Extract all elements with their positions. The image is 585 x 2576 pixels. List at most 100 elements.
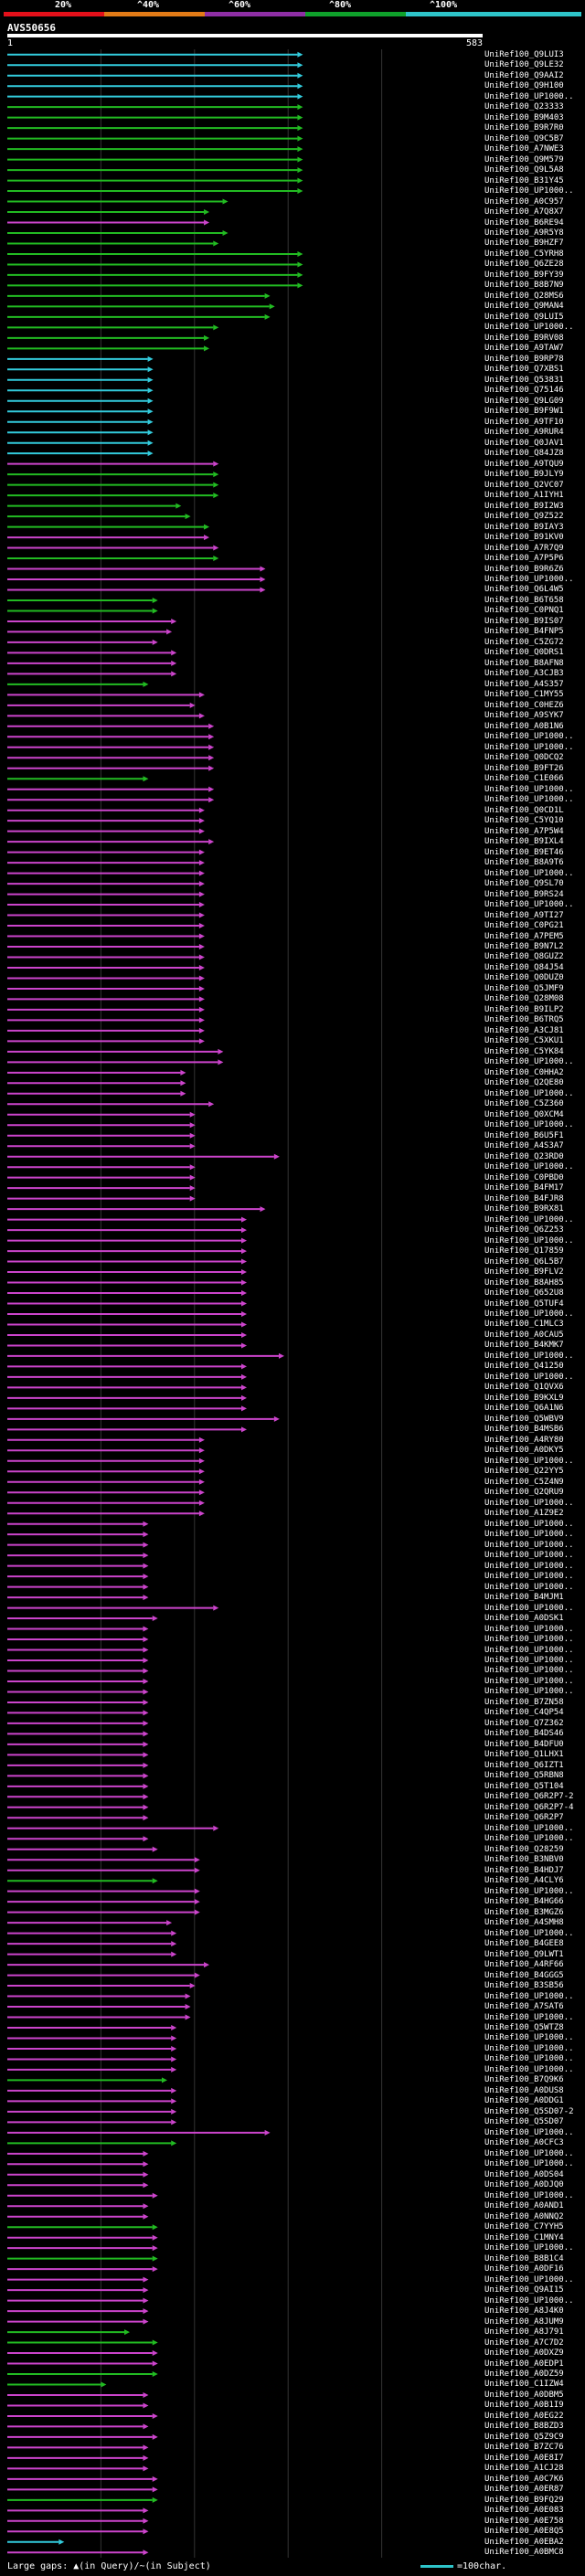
hit-row[interactable] — [7, 2454, 149, 2461]
hit-label[interactable]: UniRef100_Q23333 — [484, 102, 564, 112]
hit-label[interactable]: UniRef100_Q9LWT1 — [484, 1949, 564, 1959]
hit-label[interactable]: UniRef100_B9M403 — [484, 112, 564, 122]
hit-label[interactable]: UniRef100_A9SYK7 — [484, 711, 564, 721]
hit-row[interactable] — [7, 1394, 247, 1401]
hit-label[interactable]: UniRef100_A0EG22 — [484, 2411, 564, 2421]
hit-label[interactable]: UniRef100_B9HZF7 — [484, 239, 564, 249]
hit-label[interactable]: UniRef100_B9ET46 — [484, 847, 564, 857]
hit-label[interactable]: UniRef100_UP1000.. — [484, 1519, 574, 1529]
hit-row[interactable] — [7, 51, 303, 58]
hit-label[interactable]: UniRef100_B4GGG5 — [484, 1970, 564, 1980]
hit-row[interactable] — [7, 2308, 149, 2315]
hit-label[interactable]: UniRef100_Q0JAV1 — [484, 438, 564, 448]
hit-label[interactable]: UniRef100_Q2QRU9 — [484, 1488, 564, 1498]
hit-label[interactable]: UniRef100_A0E758 — [484, 2516, 564, 2526]
hit-row[interactable] — [7, 2129, 271, 2136]
hit-label[interactable]: UniRef100_UP1000.. — [484, 1624, 574, 1634]
hit-row[interactable] — [7, 1962, 210, 1968]
hit-row[interactable] — [7, 146, 303, 153]
hit-row[interactable] — [7, 2528, 149, 2535]
hit-row[interactable] — [7, 1595, 149, 1601]
hit-row[interactable] — [7, 860, 205, 866]
hit-row[interactable] — [7, 2433, 158, 2440]
hit-row[interactable] — [7, 1668, 149, 1674]
hit-row[interactable] — [7, 503, 182, 509]
hit-label[interactable]: UniRef100_A0C957 — [484, 196, 564, 207]
hit-label[interactable]: UniRef100_Q0XCM4 — [484, 1109, 564, 1119]
hit-row[interactable] — [7, 891, 205, 897]
hit-label[interactable]: UniRef100_B7ZN58 — [484, 1697, 564, 1707]
hit-label[interactable]: UniRef100_Q9L5A8 — [484, 165, 564, 175]
hit-label[interactable]: UniRef100_Q6R2P7 — [484, 1813, 564, 1823]
hit-row[interactable] — [7, 514, 191, 520]
hit-label[interactable]: UniRef100_UP1000.. — [484, 1603, 574, 1613]
hit-row[interactable] — [7, 1017, 205, 1023]
hit-row[interactable] — [7, 83, 303, 90]
hit-label[interactable]: UniRef100_A1CJ28 — [484, 2464, 564, 2474]
hit-label[interactable]: UniRef100_Q6Z253 — [484, 1225, 564, 1235]
hit-row[interactable] — [7, 1783, 149, 1789]
hit-label[interactable]: UniRef100_Q1QVX6 — [484, 1383, 564, 1393]
hit-label[interactable]: UniRef100_A0B1I9 — [484, 2401, 564, 2411]
hit-row[interactable] — [7, 797, 215, 803]
hit-label[interactable]: UniRef100_Q84JZ8 — [484, 449, 564, 459]
hit-label[interactable]: UniRef100_UP1000.. — [484, 1551, 574, 1561]
hit-label[interactable]: UniRef100_Q5T104 — [484, 1781, 564, 1791]
hit-label[interactable]: UniRef100_UP1000.. — [484, 2274, 574, 2284]
hit-label[interactable]: UniRef100_UP1000.. — [484, 1687, 574, 1697]
hit-label[interactable]: UniRef100_A7SAT6 — [484, 2002, 564, 2012]
hit-row[interactable] — [7, 1846, 158, 1852]
hit-label[interactable]: UniRef100_A0DS04 — [484, 2169, 564, 2179]
hit-label[interactable]: UniRef100_UP1000.. — [484, 1120, 574, 1130]
hit-row[interactable] — [7, 1027, 205, 1034]
hit-row[interactable] — [7, 2444, 149, 2451]
hit-label[interactable]: UniRef100_Q6R2P7-2 — [484, 1792, 574, 1802]
hit-row[interactable] — [7, 2549, 149, 2556]
hit-row[interactable] — [7, 2507, 149, 2514]
hit-row[interactable] — [7, 2329, 130, 2336]
hit-label[interactable]: UniRef100_Q6IZT1 — [484, 1760, 564, 1770]
hit-row[interactable] — [7, 2518, 149, 2524]
hit-row[interactable] — [7, 2140, 177, 2147]
hit-label[interactable]: UniRef100_A8JUM9 — [484, 2316, 564, 2327]
hit-row[interactable] — [7, 870, 205, 876]
hit-label[interactable]: UniRef100_Q6A1N6 — [484, 1404, 564, 1414]
hit-row[interactable] — [7, 177, 303, 184]
hit-label[interactable]: UniRef100_UP1000.. — [484, 1823, 574, 1833]
hit-label[interactable]: UniRef100_UP1000.. — [484, 2148, 574, 2158]
hit-label[interactable]: UniRef100_B3SB56 — [484, 1981, 564, 1991]
hit-row[interactable] — [7, 1143, 196, 1150]
hit-row[interactable] — [7, 1616, 158, 1622]
hit-row[interactable] — [7, 1321, 247, 1328]
hit-label[interactable]: UniRef100_UP1000.. — [484, 1530, 574, 1540]
hit-label[interactable]: UniRef100_UP1000.. — [484, 2043, 574, 2053]
hit-row[interactable] — [7, 1899, 200, 1905]
hit-label[interactable]: UniRef100_A0DZ59 — [484, 2369, 564, 2379]
hit-label[interactable]: UniRef100_A0DDG1 — [484, 2096, 564, 2106]
hit-label[interactable]: UniRef100_C1E066 — [484, 774, 564, 784]
hit-label[interactable]: UniRef100_B9KXL9 — [484, 1393, 564, 1403]
hit-row[interactable] — [7, 1038, 205, 1044]
hit-label[interactable]: UniRef100_A8J4K0 — [484, 2306, 564, 2316]
hit-row[interactable] — [7, 271, 303, 278]
hit-label[interactable]: UniRef100_B7Q9K6 — [484, 2075, 564, 2085]
hit-row[interactable] — [7, 1710, 149, 1716]
hit-label[interactable]: UniRef100_B9F9W1 — [484, 407, 564, 417]
hit-label[interactable]: UniRef100_B9IS07 — [484, 616, 564, 626]
hit-label[interactable]: UniRef100_A0DF16 — [484, 2264, 564, 2274]
hit-row[interactable] — [7, 629, 173, 635]
hit-label[interactable]: UniRef100_A4SMH8 — [484, 1918, 564, 1928]
hit-row[interactable] — [7, 964, 205, 970]
hit-row[interactable] — [7, 535, 210, 541]
hit-label[interactable]: UniRef100_A0DKY5 — [484, 1446, 564, 1456]
hit-label[interactable]: UniRef100_B6U5F1 — [484, 1130, 564, 1140]
hit-label[interactable]: UniRef100_A0DBM5 — [484, 2390, 564, 2400]
hit-label[interactable]: UniRef100_UP1000.. — [484, 1572, 574, 1582]
hit-row[interactable] — [7, 209, 210, 216]
hit-label[interactable]: UniRef100_UP1000.. — [484, 2054, 574, 2064]
hit-row[interactable] — [7, 2402, 149, 2409]
hit-label[interactable]: UniRef100_UP1000.. — [484, 1540, 574, 1550]
hit-row[interactable] — [7, 1479, 205, 1485]
hit-label[interactable]: UniRef100_Q28M08 — [484, 994, 564, 1004]
hit-label[interactable]: UniRef100_Q6ZE28 — [484, 260, 564, 270]
